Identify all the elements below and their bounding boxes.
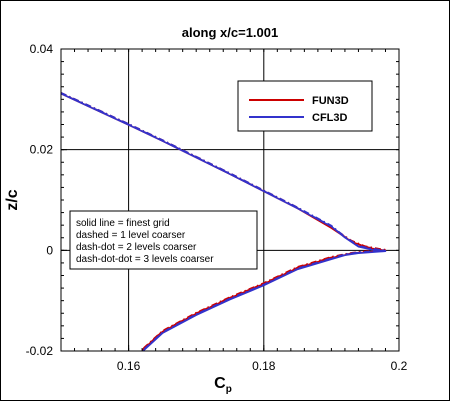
annotation-line: dash-dot-dot = 3 levels coarser	[76, 254, 214, 265]
x-tick-label: 0.2	[391, 359, 408, 373]
axis-ticks: 0.16 0.18 0.2 -0.02 0 0.02 0.04	[26, 42, 408, 373]
x-axis-label-subscript: p	[226, 384, 232, 395]
x-axis-label-main: C	[214, 375, 226, 392]
series-line-cfl3d	[61, 91, 387, 351]
y-tick-label: -0.02	[26, 344, 54, 358]
x-axis-label: Cp	[214, 375, 232, 395]
legend-label-cfl3d: CFL3D	[312, 112, 348, 124]
legend-box	[237, 80, 373, 132]
legend-label-fun3d: FUN3D	[312, 95, 349, 107]
y-axis-label: z/c	[4, 189, 21, 210]
annotation-box	[69, 210, 258, 270]
x-tick-label: 0.18	[252, 359, 276, 373]
x-tick-label: 0.16	[117, 359, 141, 373]
y-tick-label: 0.02	[30, 143, 54, 157]
annotation-line: solid line = finest grid	[76, 218, 170, 229]
line-style-annotation: solid line = finest grid dashed = 1 leve…	[69, 210, 258, 270]
y-tick-label: 0.04	[30, 42, 54, 56]
y-tick-label: 0	[46, 243, 53, 257]
annotation-line: dashed = 1 level coarser	[76, 230, 186, 241]
series-layer	[61, 91, 387, 351]
annotation-line: dash-dot = 2 levels coarser	[76, 242, 197, 253]
legend: FUN3D CFL3D	[237, 80, 373, 132]
chart-title: along x/c=1.001	[182, 25, 278, 40]
